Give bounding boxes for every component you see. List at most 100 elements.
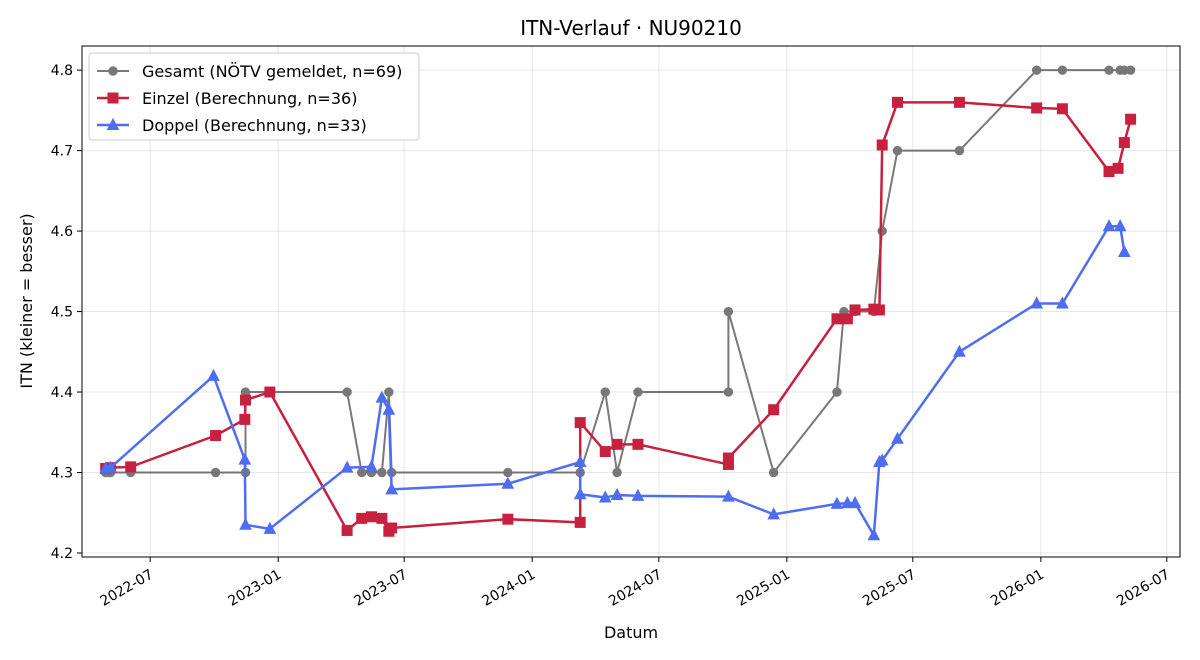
- data-point: [1031, 65, 1042, 75]
- y-tick-label: 4.3: [51, 466, 73, 482]
- data-point: [573, 454, 587, 468]
- series-line: [105, 69, 1131, 474]
- data-point: [1104, 65, 1114, 75]
- data-point: [104, 460, 117, 473]
- data-point: [501, 476, 515, 489]
- data-point: [875, 453, 889, 466]
- data-point: [631, 488, 645, 501]
- data-point: [1125, 65, 1136, 75]
- data-point: [503, 467, 513, 478]
- data-point: [891, 431, 904, 444]
- data-point: [767, 507, 780, 520]
- chart-title: ITN-Verlauf · NU90210: [520, 16, 742, 40]
- data-point: [375, 390, 389, 403]
- data-point: [953, 344, 966, 357]
- data-point: [502, 513, 514, 525]
- data-point: [832, 387, 842, 397]
- data-point: [841, 496, 854, 509]
- data-point: [385, 482, 398, 495]
- data-point: [848, 496, 862, 509]
- data-point: [263, 521, 277, 534]
- data-point: [210, 467, 221, 478]
- data-point: [849, 304, 861, 316]
- data-point: [1056, 103, 1068, 115]
- data-point: [239, 517, 252, 530]
- data-point: [633, 387, 643, 397]
- legend-item: [97, 66, 129, 76]
- data-point: [723, 306, 734, 317]
- data-point: [384, 387, 394, 397]
- data-point: [365, 459, 378, 472]
- data-point: [1112, 162, 1124, 174]
- legend-marker: [107, 92, 119, 104]
- plot-frame: [81, 45, 1181, 558]
- data-point: [1118, 137, 1130, 149]
- data-point: [867, 528, 881, 541]
- data-point: [264, 386, 276, 398]
- data-point: [892, 145, 903, 156]
- data-point: [953, 96, 965, 108]
- data-point: [1056, 296, 1069, 309]
- data-point: [876, 139, 888, 151]
- data-point: [873, 304, 885, 316]
- series-line: [105, 225, 1126, 537]
- data-point: [830, 496, 844, 509]
- data-point: [1125, 113, 1137, 125]
- legend-item: [97, 117, 129, 130]
- data-point: [239, 413, 251, 425]
- data-point: [1031, 102, 1043, 114]
- data-point: [632, 438, 644, 450]
- data-point: [611, 438, 623, 450]
- data-point: [573, 487, 587, 500]
- data-point: [574, 516, 586, 528]
- legend-marker: [106, 117, 120, 130]
- legend-item: [97, 92, 129, 104]
- data-point: [1113, 219, 1127, 232]
- data-point: [599, 446, 611, 458]
- data-point: [207, 368, 220, 381]
- x-axis-label: Datum: [604, 623, 658, 642]
- data-point: [598, 490, 612, 503]
- data-point: [610, 487, 624, 501]
- data-point: [1103, 166, 1115, 178]
- y-tick-label: 4.7: [51, 144, 73, 160]
- data-point: [340, 460, 354, 473]
- data-point: [831, 313, 843, 325]
- y-tick-label: 4.4: [51, 385, 73, 401]
- data-point: [356, 512, 368, 524]
- legend-frame: [88, 52, 420, 141]
- legend-label: Einzel (Berechnung, n=36): [142, 89, 357, 108]
- data-point: [240, 394, 252, 406]
- y-axis-label: ITN (kleiner = besser): [17, 213, 36, 388]
- legend: Gesamt (NÖTV gemeldet, n=69) Einzel (Bere…: [88, 52, 420, 141]
- data-point: [342, 387, 352, 397]
- data-point: [891, 96, 903, 108]
- data-point: [574, 417, 586, 429]
- data-point: [357, 467, 367, 478]
- data-point: [1030, 296, 1043, 309]
- data-point: [722, 452, 734, 464]
- legend-label: Gesamt (NÖTV gemeldet, n=69): [142, 62, 402, 81]
- data-point: [1118, 244, 1131, 258]
- data-point: [1102, 219, 1116, 232]
- data-point: [768, 404, 780, 416]
- data-point: [376, 512, 388, 524]
- data-point: [382, 402, 396, 415]
- data-point: [238, 452, 252, 465]
- legend-label: Doppel (Berechnung, n=33): [142, 116, 367, 135]
- data-point: [768, 467, 779, 478]
- y-tick-label: 4.5: [51, 305, 73, 321]
- data-point: [612, 467, 622, 478]
- series-layer: [99, 65, 1137, 541]
- series-triangle: [99, 219, 1131, 541]
- data-point: [386, 522, 398, 534]
- data-point: [365, 511, 377, 523]
- y-tick-label: 4.6: [51, 224, 73, 240]
- data-point: [722, 489, 735, 502]
- y-tick-label: 4.2: [51, 546, 73, 562]
- data-point: [723, 387, 734, 397]
- data-point: [841, 313, 853, 325]
- data-point: [877, 226, 887, 236]
- y-tick-label: 4.8: [51, 63, 73, 79]
